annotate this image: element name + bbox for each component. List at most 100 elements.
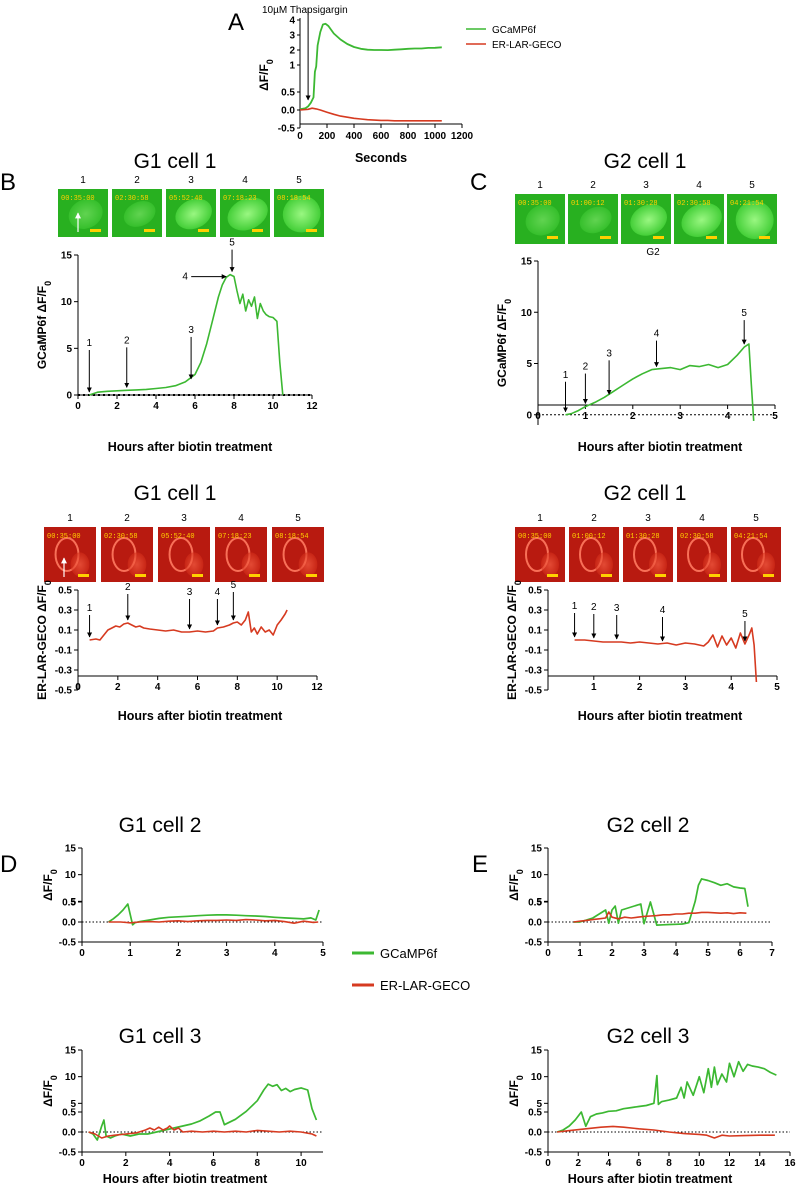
C-top-frames-num-4: 5 (749, 180, 755, 191)
C-top-plot-ylabel: GCaMP6f ΔF/F0 (495, 299, 513, 387)
C-top-plot-ticklabel-x-3: 3 (677, 411, 683, 422)
legend-er-label: ER-LAR-GECO (380, 978, 470, 993)
B-top-frames-cell-4 (282, 195, 321, 233)
C-top-plot-ticklabel-x-1: 1 (583, 411, 589, 422)
D-bot-plot-ticklabel-x-2: 4 (167, 1158, 173, 1169)
B-top-plot-ticklabel-y-2: 10 (61, 297, 73, 308)
E-bot-plot-ticklabel-x-1: 2 (575, 1158, 581, 1169)
E-bot-plot-ticklabel-x-0: 0 (545, 1158, 551, 1169)
B-top-frames-scalebar-2 (198, 229, 209, 232)
C-top-plot-ticklabel-x-5: 5 (772, 411, 778, 422)
B-top-frames-cell-1 (123, 201, 156, 227)
ticklabel-a-y-4: 2 (289, 46, 295, 57)
C-bot-frames-frame-4 (731, 527, 781, 582)
D-top-plot-ticklabel-x-2: 2 (176, 948, 182, 959)
D-top-plot-ticklabel-x-1: 1 (127, 948, 133, 959)
B-bot-frames-scalebar-1 (135, 574, 146, 577)
E-bot-plot-ylabel-sub: 0 (515, 1075, 525, 1080)
B-bot-frames-scalebar-0 (78, 574, 89, 577)
B-bot-frames-time-0: 00:35:00 (47, 533, 81, 541)
B-bot-plot-arrow-label-3: 4 (215, 587, 221, 598)
C-bot-plot-ticklabel-y-0: -0.5 (525, 686, 543, 697)
B-bot-frames-scalebar-4 (306, 574, 317, 577)
plot-d-bottom: 5 10 15 -0.5 0.0 0.5 0 2 4 6 8 10 ΔF/F0 (41, 1046, 323, 1169)
B-bot-plot-ticklabel-x-0: 0 (75, 682, 81, 693)
C-top-frames-scalebar-2 (653, 236, 664, 239)
B-bot-frames-cell2-4 (298, 552, 318, 577)
D-bot-plot-ticklabel-x-3: 6 (211, 1158, 217, 1169)
D-bot-plot-ticklabel-yu-0: 5 (70, 1099, 76, 1110)
C-bot-plot-ticklabel-y-5: 0.5 (528, 586, 542, 597)
ticklabel-a-y-0: -0.5 (278, 124, 296, 135)
B-top-frames-num-2: 3 (188, 175, 194, 186)
B-bot-plot-ticklabel-x-2: 4 (155, 682, 161, 693)
C-top-frames-cell-4 (735, 200, 774, 239)
title-d-bottom: G1 cell 3 (119, 1025, 202, 1048)
C-top-frames-time-3: 02:30:58 (677, 200, 711, 208)
B-top-frames-time-4: 08:18:54 (277, 195, 311, 203)
plot-e-bottom: 5 10 15 -0.5 0.0 0.5 0 2 4 6 8 10 12 14 16 ΔF/F0 (507, 1046, 796, 1170)
E-top-plot-ticklabel-x-1: 1 (577, 948, 583, 959)
E-top-plot-ylabel-sub: 0 (515, 869, 525, 874)
D-top-plot-ticklabel-yu-2: 15 (65, 844, 77, 855)
ticklabel-a-x-5: 1000 (424, 131, 447, 142)
D-bot-plot-ticklabel-yu-2: 15 (65, 1046, 77, 1057)
E-bot-plot-ticklabel-x-2: 4 (606, 1158, 612, 1169)
E-top-plot-ticklabel-yu-1: 10 (531, 870, 543, 881)
D-top-plot-ticklabel-yu-0: 5 (70, 897, 76, 908)
C-bot-frames-num-4: 5 (753, 513, 759, 524)
C-bot-plot-ticklabel-x-1: 2 (637, 682, 643, 693)
panel-c: C G2 cell 1 1 00:35:00 2 01:00:12 3 01:30:28 4… (470, 150, 781, 723)
C-top-frames-num-2: 3 (643, 180, 649, 191)
B-top-frames-num-0: 1 (80, 175, 86, 186)
E-top-plot-ticklabel-x-2: 2 (609, 948, 615, 959)
E-bot-plot-ticklabel-x-8: 16 (784, 1158, 796, 1169)
C-top-frames-scalebar-4 (759, 236, 770, 239)
E-top-plot-series-er (573, 911, 747, 923)
D-bot-plot-ticklabel-yl-1: 0.0 (62, 1128, 76, 1139)
C-bot-plot-ticklabel-y-1: -0.3 (525, 666, 543, 677)
B-top-plot-ticklabel-x-6: 12 (306, 401, 318, 412)
title-c-bottom: G2 cell 1 (604, 482, 687, 505)
panel-b: B G1 cell 1 1 00:35:00 2 02:30:58 3 05:52:40 4… (0, 150, 324, 723)
D-top-plot-ticklabel-x-3: 3 (224, 948, 230, 959)
D-top-plot-series-gcamp (108, 903, 320, 926)
legend-a-gcamp-label: GCaMP6f (492, 25, 536, 36)
D-top-plot-ticklabel-x-0: 0 (79, 948, 85, 959)
B-bot-frames-time-4: 08:18:54 (275, 533, 309, 541)
D-bot-plot-ticklabel-yu-1: 10 (65, 1072, 77, 1083)
C-top-plot-arrow-label-3: 4 (654, 329, 660, 340)
ticklabel-a-x-3: 600 (373, 131, 390, 142)
C-bot-frames-time-4: 04:21:54 (734, 533, 768, 541)
D-bot-plot-series-er (88, 1125, 317, 1139)
B-top-frames-cell-2 (175, 198, 212, 230)
C-bot-frames-scalebar-4 (763, 574, 774, 577)
xlabel-a: Seconds (355, 151, 407, 165)
B-top-frames-time-2: 05:52:40 (169, 195, 203, 203)
panel-d: D G1 cell 2 5 10 15 -0.5 0.0 0.5 0 1 2 3 4 5 ΔF/F0 G… (0, 814, 326, 1186)
plot-a: 0 200 400 600 800 1000 1200 -0.5 0.0 0.5 1 2 3 4 ΔF/F0 (257, 8, 474, 142)
ticklabel-a-x-6: 1200 (451, 131, 474, 142)
E-bot-plot-series-gcamp (556, 1060, 777, 1133)
C-top-plot-ylabel-sub: 0 (503, 299, 513, 304)
D-bot-plot-ticklabel-yl-2: 0.5 (62, 1108, 76, 1119)
C-bot-frames-num-1: 2 (591, 513, 597, 524)
B-bot-frames-scalebar-3 (249, 574, 260, 577)
title-e-bottom: G2 cell 3 (607, 1025, 690, 1048)
B-bot-frames-num-2: 3 (181, 513, 187, 524)
B-top-plot-ticklabel-x-2: 4 (153, 401, 159, 412)
D-top-plot-ticklabel-yl-2: 0.5 (62, 898, 76, 909)
xlabel-b-bottom: Hours after biotin treatment (118, 709, 283, 723)
xlabel-c-top: Hours after biotin treatment (578, 440, 743, 454)
E-top-plot-ticklabel-yl-2: 0.5 (528, 898, 542, 909)
C-bot-frames-time-1: 01:00:12 (572, 533, 606, 541)
B-bot-frames-frame-1 (101, 527, 153, 582)
C-bot-frames-frame-3 (677, 527, 727, 582)
D-top-plot-ylabel: ΔF/F0 (41, 869, 59, 901)
panel-label-c: C (470, 169, 487, 196)
B-bot-plot-series (89, 609, 288, 641)
ticklabel-a-x-2: 400 (346, 131, 363, 142)
B-bot-plot-ticklabel-x-1: 2 (115, 682, 121, 693)
B-bot-frames-num-1: 2 (124, 513, 130, 524)
